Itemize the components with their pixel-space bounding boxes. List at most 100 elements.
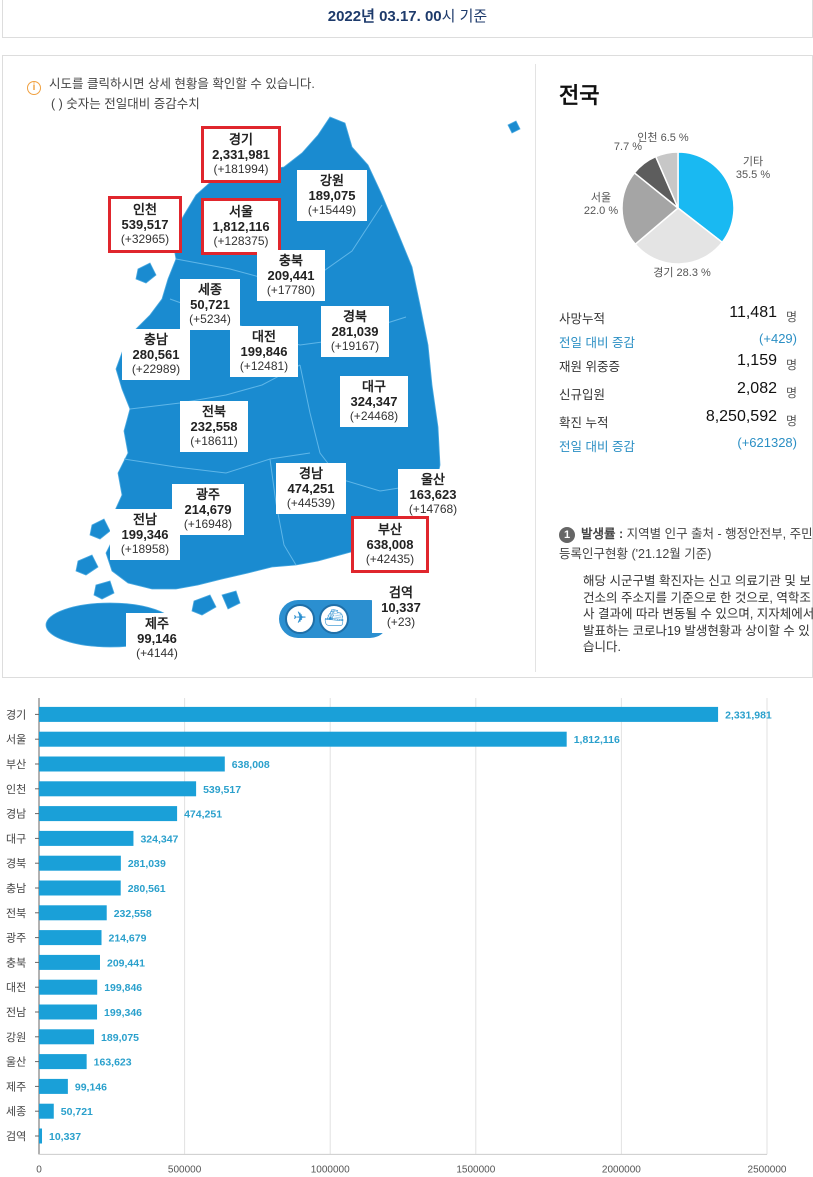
pie-slice-4 <box>654 151 679 209</box>
region-count: 189,075 <box>308 188 356 203</box>
x-tick-label: 1500000 <box>456 1164 495 1175</box>
region-increase: (+24468) <box>349 409 399 423</box>
footnote-incidence: 1 발생률 : 지역별 인구 출처 - 행정안전부, 주민등록인구현황 ('21.… <box>559 527 813 561</box>
region-increase: (+17780) <box>266 283 316 297</box>
region-name: 전남 <box>133 512 157 527</box>
bar-value-label: 163,623 <box>94 1057 132 1069</box>
bar-category-label: 울산 <box>6 1056 26 1069</box>
region-increase: (+44539) <box>286 496 336 510</box>
region-count: 50,721 <box>190 297 230 312</box>
region-quarantine[interactable]: 검역 10,337 (+23) <box>372 582 430 633</box>
region-count: 638,008 <box>366 537 414 552</box>
region-count: 232,558 <box>190 419 238 434</box>
region-daejeon[interactable]: 대전 199,846 (+12481) <box>230 326 298 377</box>
region-count: 474,251 <box>287 481 335 496</box>
x-tick-label: 1000000 <box>311 1164 350 1175</box>
panel-divider <box>535 64 536 672</box>
region-name: 경남 <box>299 466 323 481</box>
footnote-body: 해당 시군구별 확진자는 신고 의료기관 및 보건소의 주소지를 기준으로 한 … <box>583 574 813 654</box>
bar-value-label: 199,846 <box>104 982 142 994</box>
pie-label-small: 7.7 % <box>613 141 643 153</box>
region-chungbuk[interactable]: 충북 209,441 (+17780) <box>257 250 325 301</box>
region-seoul[interactable]: 서울 1,812,116 (+128375) <box>201 198 281 255</box>
bar-value-label: 209,441 <box>107 957 145 969</box>
pie-slice-2 <box>621 171 680 246</box>
ship-icon[interactable]: ⛴ <box>319 604 349 634</box>
region-count: 280,561 <box>132 347 180 362</box>
footnote-number-icon: 1 <box>559 527 575 543</box>
region-gyeongbuk[interactable]: 경북 281,039 (+19167) <box>321 306 389 357</box>
x-tick-label: 2000000 <box>602 1164 641 1175</box>
region-count: 2,331,981 <box>212 147 270 162</box>
transport-toggle[interactable]: ✈ ⛴ <box>279 600 389 638</box>
region-increase: (+14768) <box>408 502 458 516</box>
bar-category-label: 경북 <box>6 857 26 870</box>
region-jeonbuk[interactable]: 전북 232,558 (+18611) <box>180 401 248 452</box>
bar-category-label: 세종 <box>6 1105 26 1118</box>
bar-category-label: 검역 <box>6 1130 26 1143</box>
bar-9 <box>39 930 102 946</box>
region-name: 충남 <box>144 332 168 347</box>
region-name: 검역 <box>389 585 413 600</box>
bar-3 <box>39 781 197 797</box>
bar-5 <box>39 830 134 846</box>
region-increase: (+18611) <box>190 434 238 448</box>
bar-value-label: 99,146 <box>75 1081 107 1093</box>
bar-17 <box>39 1128 43 1144</box>
bar-12 <box>39 1004 98 1020</box>
bar-category-label: 전남 <box>6 1006 26 1019</box>
region-name: 울산 <box>421 472 445 487</box>
region-ulsan[interactable]: 울산 163,623 (+14768) <box>398 469 468 520</box>
region-gwangju[interactable]: 광주 214,679 (+16948) <box>172 484 244 535</box>
bar-category-label: 경기 <box>6 708 26 721</box>
bar-11 <box>39 979 98 995</box>
region-chungnam[interactable]: 충남 280,561 (+22989) <box>122 329 190 380</box>
bar-6 <box>39 855 121 871</box>
airplane-icon[interactable]: ✈ <box>285 604 315 634</box>
bar-category-label: 충북 <box>6 956 26 969</box>
region-name: 제주 <box>145 616 169 631</box>
pie-label-seoul: 서울 22.0 % <box>583 192 619 217</box>
bar-16 <box>39 1103 54 1119</box>
region-gyeonggi[interactable]: 경기 2,331,981 (+181994) <box>201 126 281 183</box>
stat-confirmed: 확진 누적 8,250,592 명 <box>559 408 797 430</box>
stat-new-admissions: 신규입원 2,082 명 <box>559 380 797 402</box>
region-gyeongnam[interactable]: 경남 474,251 (+44539) <box>276 463 346 514</box>
region-increase: (+12481) <box>239 359 289 373</box>
region-busan[interactable]: 부산 638,008 (+42435) <box>351 516 429 573</box>
bar-category-label: 서울 <box>6 733 26 746</box>
region-count: 214,679 <box>184 502 232 517</box>
region-count: 199,346 <box>121 527 169 542</box>
bar-value-label: 214,679 <box>109 933 147 945</box>
header-bar: 2022년 03.17. 00시 기준 <box>2 0 813 38</box>
notice: i 시도를 클릭하시면 상세 현황을 확인할 수 있습니다. ( ) 숫자는 전일… <box>27 75 315 114</box>
region-daegu[interactable]: 대구 324,347 (+24468) <box>340 376 408 427</box>
stat-deaths-change: 전일 대비 증감 (+429) <box>559 331 797 350</box>
region-name: 전북 <box>202 404 226 419</box>
region-name: 부산 <box>378 522 402 537</box>
pie-chart <box>621 151 735 265</box>
region-increase: (+32965) <box>120 232 170 246</box>
bar-value-label: 1,812,116 <box>574 734 620 746</box>
bar-value-label: 324,347 <box>140 833 178 845</box>
bar-category-label: 경남 <box>6 808 26 821</box>
bar-value-label: 638,008 <box>232 759 270 771</box>
bar-value-label: 199,346 <box>104 1007 142 1019</box>
notice-line2: ( ) 숫자는 전일대비 증감수치 <box>51 97 200 111</box>
region-count: 539,517 <box>121 217 169 232</box>
bar-category-label: 광주 <box>6 932 26 945</box>
bar-value-label: 474,251 <box>184 809 222 821</box>
bar-category-label: 제주 <box>6 1080 26 1093</box>
region-increase: (+16948) <box>183 517 233 531</box>
region-jeonnam[interactable]: 전남 199,346 (+18958) <box>110 509 180 560</box>
bar-category-label: 대구 <box>6 832 26 845</box>
bar-15 <box>39 1078 68 1094</box>
region-name: 인천 <box>133 202 157 217</box>
region-jeju[interactable]: 제주 99,146 (+4144) <box>126 613 188 664</box>
region-gangwon[interactable]: 강원 189,075 (+15449) <box>297 170 367 221</box>
region-increase: (+23) <box>386 615 416 629</box>
region-name: 충북 <box>279 253 303 268</box>
x-tick-label: 0 <box>36 1164 42 1175</box>
region-incheon[interactable]: 인천 539,517 (+32965) <box>108 196 182 253</box>
region-sejong[interactable]: 세종 50,721 (+5234) <box>180 279 240 330</box>
